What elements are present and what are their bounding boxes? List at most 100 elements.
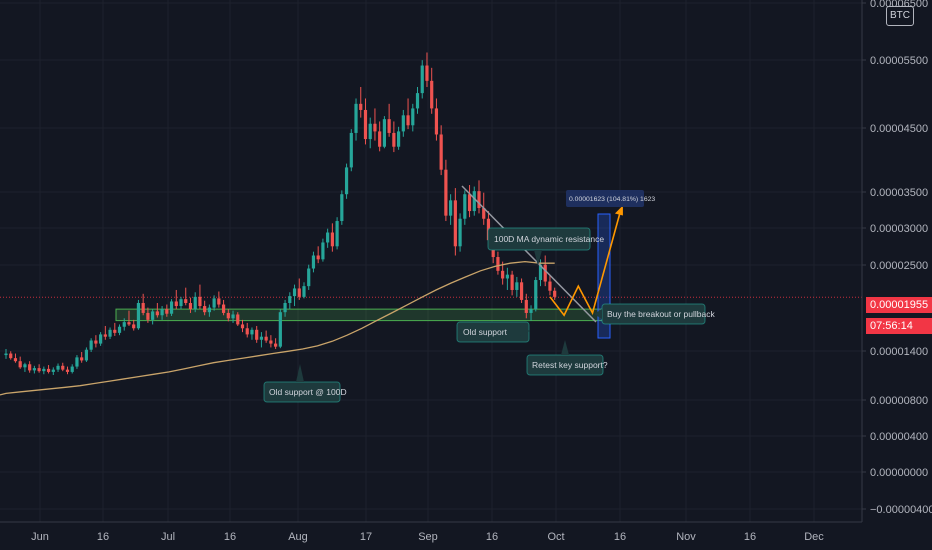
candle-body [132,324,136,329]
annotation-old-support-100d: Old support @ 100D [263,364,347,403]
candle-body [89,340,93,350]
candle-body [330,232,334,247]
candle-body [99,334,103,344]
y-tick-label: 0.00001400 [870,346,928,358]
candle-body [221,304,226,313]
x-tick-label: Oct [547,531,564,543]
y-tick-label: 0.00000400 [870,431,928,443]
moving-average-100d [0,260,555,396]
candle-body [108,329,112,337]
candle-body [430,80,434,109]
candle-body [496,257,500,271]
y-tick-label: 0.00003000 [870,223,928,235]
annotation-measure-text: 0.00001623 (104.81%) 1623 [569,196,655,203]
candle-body [94,340,98,344]
candle-body [411,108,415,126]
candle-body [505,274,509,279]
annotation-breakout-text: Buy the breakout or pullback [607,309,715,319]
candle-body [501,270,505,279]
candle-body [553,290,557,297]
annotation-old-support: Old support [456,321,530,343]
candle-body [434,108,439,135]
candle-body [425,65,429,81]
candle-body [344,167,349,195]
candle-body [458,218,462,247]
candle-body [236,314,240,325]
annotation-retest-text: Retest key support? [532,360,608,370]
resistance-trendline [461,185,597,323]
grid-lines [0,0,862,522]
candle-body [420,65,424,94]
candle-body [316,255,320,260]
candle-body [174,301,178,307]
candle-body [482,208,486,219]
candle-body [439,134,443,170]
candle-body [207,307,211,313]
x-tick-label: Dec [804,531,824,543]
candle-body [75,357,79,367]
candle-body [378,131,382,147]
candle-body [193,296,197,310]
candle-body [548,281,552,291]
candle-body [80,357,84,361]
x-tick-label: 16 [224,531,236,543]
currency-badge[interactable]: BTC [886,6,914,26]
last-price-label: 0.00001955 [866,297,932,313]
candle-body [146,312,150,320]
candle-body [46,368,51,372]
candle-body [278,312,282,347]
candle-body [283,302,287,313]
candle-body [368,123,372,140]
x-tick-label: Sep [418,531,438,543]
candle-body [269,340,273,344]
candle-body [354,103,358,133]
candle-body [382,119,386,147]
annotation-old-support-100d-text: Old support @ 100D [269,387,347,397]
candle-body [240,324,245,329]
candle-countdown: 07:56:14 [866,318,932,334]
x-tick-label: Jun [31,531,49,543]
candle-body [117,326,122,333]
annotation-measure: 0.00001623 (104.81%) 1623 [566,190,655,207]
candle-body [28,364,32,371]
y-tick-label: −0.00000400 [870,504,932,516]
x-axis-ticks: Jun 16 Jul 16 Aug 17 Sep 16 Oct 16 Nov 16 Dec [31,531,824,543]
y-tick-label: 0.00005500 [870,55,928,67]
candle-body [103,334,107,337]
candle-body [340,194,344,222]
candle-body [529,309,533,313]
candle-body [543,264,547,282]
candle-body [449,200,453,216]
candle-body [406,115,410,126]
candle-body [463,194,467,219]
candle-body [65,369,70,372]
candle-body [169,301,174,314]
candle-body [477,191,481,209]
candle-body [307,268,311,287]
candle-body [155,311,159,316]
candle-body [250,329,254,335]
x-tick-label: 16 [97,531,109,543]
candles [4,52,557,375]
candle-body [212,298,216,308]
x-tick-label: 16 [614,531,626,543]
candle-body [198,296,202,307]
candle-body [467,194,472,212]
annotation-breakout: Buy the breakout or pullback [594,303,715,325]
candle-body [297,288,301,297]
candle-body [245,328,249,335]
candle-body [84,349,89,361]
candle-body [42,368,46,372]
candle-body [51,369,55,372]
candle-body [217,298,221,305]
x-tick-label: 16 [486,531,498,543]
annotation-old-support-text: Old support [463,327,508,337]
candle-body [396,131,401,147]
candle-body [264,336,268,341]
x-tick-label: Jul [161,531,175,543]
candle-body [13,358,18,362]
candle-body [510,274,514,290]
candle-body [326,232,330,243]
candle-body [321,242,325,260]
